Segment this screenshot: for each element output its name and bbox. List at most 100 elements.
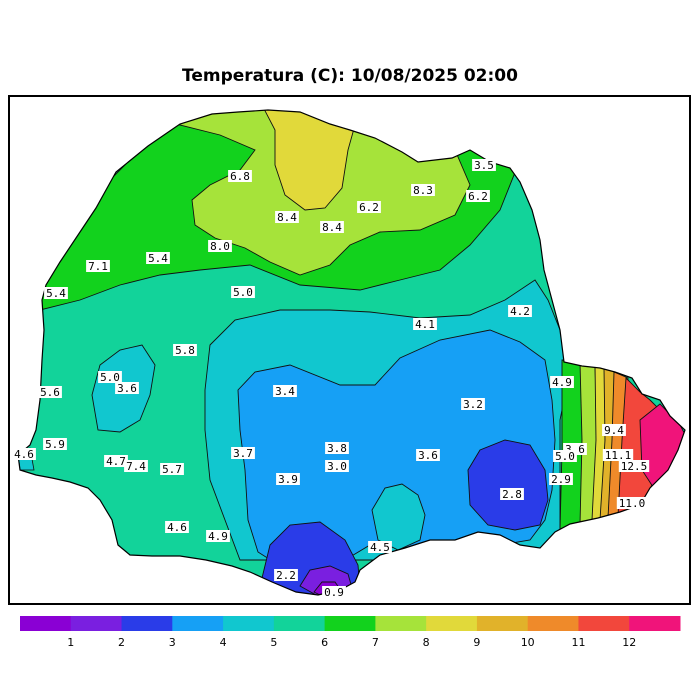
temperature-label: 5.0	[553, 450, 577, 463]
temperature-value: 4.2	[510, 305, 530, 318]
temperature-label: 5.7	[160, 463, 184, 476]
temperature-label: 5.4	[44, 287, 68, 300]
temperature-value: 4.5	[370, 541, 390, 554]
temperature-label: 4.2	[508, 305, 532, 318]
temperature-label: 6.8	[228, 170, 252, 183]
temperature-value: 4.6	[167, 521, 187, 534]
temperature-value: 4.6	[14, 448, 34, 461]
temperature-label: 8.3	[411, 184, 435, 197]
temperature-label: 6.2	[466, 190, 490, 203]
temperature-label: 2.8	[500, 488, 524, 501]
temperature-label: 4.1	[413, 318, 437, 331]
temperature-label: 4.5	[368, 541, 392, 554]
temperature-value: 3.4	[275, 385, 295, 398]
temperature-label: 11.0	[616, 497, 648, 510]
map-title: Temperatura (C): 10/08/2025 02:00	[182, 66, 518, 86]
temperature-value: 11.1	[605, 449, 632, 462]
temperature-value: 4.9	[208, 530, 228, 543]
temperature-label: 8.0	[208, 240, 232, 253]
temperature-value: 7.4	[126, 460, 146, 473]
temperature-value: 3.8	[327, 442, 347, 455]
colorbar-tick-label: 9	[473, 636, 480, 649]
colorbar-segment	[375, 616, 427, 631]
temperature-label: 0.9	[322, 586, 346, 599]
temperature-value: 3.6	[418, 449, 438, 462]
temperature-value: 6.8	[230, 170, 250, 183]
temperature-label: 3.6	[115, 382, 139, 395]
temperature-label: 4.6	[12, 448, 36, 461]
temperature-value: 8.4	[277, 211, 297, 224]
colorbar-tick-label: 11	[571, 636, 585, 649]
temperature-value: 4.7	[106, 455, 126, 468]
temperature-value: 2.8	[502, 488, 522, 501]
temperature-label: 5.9	[43, 438, 67, 451]
temperature-label: 3.7	[231, 447, 255, 460]
colorbar-segment	[426, 616, 478, 631]
temperature-value: 12.5	[621, 460, 648, 473]
colorbar-segment	[223, 616, 275, 631]
temperature-value: 6.2	[468, 190, 488, 203]
temperature-label: 12.5	[618, 460, 650, 473]
colorbar-segment	[121, 616, 173, 631]
temperature-label: 7.4	[124, 460, 148, 473]
temperature-band-2-3	[467, 439, 549, 531]
temperature-label: 4.7	[104, 455, 128, 468]
temperature-value: 8.4	[322, 221, 342, 234]
temperature-label: 4.6	[165, 521, 189, 534]
colorbar-tick-label: 1	[67, 636, 74, 649]
temperature-label: 2.2	[274, 569, 298, 582]
colorbar-segment	[476, 616, 529, 631]
colorbar-tick-label: 2	[118, 636, 125, 649]
colorbar-segment	[578, 616, 630, 631]
colorbar-segment	[172, 616, 224, 631]
temperature-value: 3.0	[327, 460, 347, 473]
temperature-label: 3.6	[416, 449, 440, 462]
colorbar-tick-label: 8	[423, 636, 430, 649]
temperature-label: 3.9	[276, 473, 300, 486]
temperature-value: 0.9	[324, 586, 344, 599]
temperature-value: 4.9	[552, 376, 572, 389]
colorbar-segment	[324, 616, 376, 631]
temperature-label: 5.0	[98, 371, 122, 384]
temperature-value: 8.3	[413, 184, 433, 197]
temperature-label: 8.4	[275, 211, 299, 224]
colorbar-segment	[629, 616, 681, 631]
temperature-value: 5.0	[100, 371, 120, 384]
temperature-label: 7.1	[86, 260, 110, 273]
colorbar-tick-label: 4	[220, 636, 227, 649]
temperature-label: 4.9	[550, 376, 574, 389]
temperature-label: 5.8	[173, 344, 197, 357]
colorbar-tick-label: 7	[372, 636, 379, 649]
temperature-value: 5.0	[555, 450, 575, 463]
temperature-label: 3.5	[472, 159, 496, 172]
temperature-value: 5.9	[45, 438, 65, 451]
temperature-label: 11.1	[602, 449, 634, 462]
temperature-value: 5.8	[175, 344, 195, 357]
colorbar-tick-label: 6	[321, 636, 328, 649]
temperature-value: 3.7	[233, 447, 253, 460]
temperature-label: 6.2	[357, 201, 381, 214]
temperature-label: 4.9	[206, 530, 230, 543]
temperature-value: 2.9	[551, 473, 571, 486]
temperature-label: 2.9	[549, 473, 573, 486]
colorbar-tick-label: 3	[169, 636, 176, 649]
temperature-label: 8.4	[320, 221, 344, 234]
temperature-value: 3.5	[474, 159, 494, 172]
temperature-value: 3.2	[463, 398, 483, 411]
temperature-value: 3.6	[117, 382, 137, 395]
temperature-value: 5.6	[40, 386, 60, 399]
temperature-value: 4.1	[415, 318, 435, 331]
temperature-label: 5.6	[38, 386, 62, 399]
temperature-value: 3.9	[278, 473, 298, 486]
colorbar-tick-label: 12	[622, 636, 636, 649]
temperature-value: 5.4	[46, 287, 66, 300]
temperature-value: 11.0	[619, 497, 646, 510]
colorbar: 1 2 3 4 5 6 7 8 9 10 11 12	[20, 616, 681, 649]
temperature-value: 8.0	[210, 240, 230, 253]
colorbar-segment	[20, 616, 72, 631]
temperature-value: 5.4	[148, 252, 168, 265]
temperature-value: 5.0	[233, 286, 253, 299]
temperature-label: 5.4	[146, 252, 170, 265]
